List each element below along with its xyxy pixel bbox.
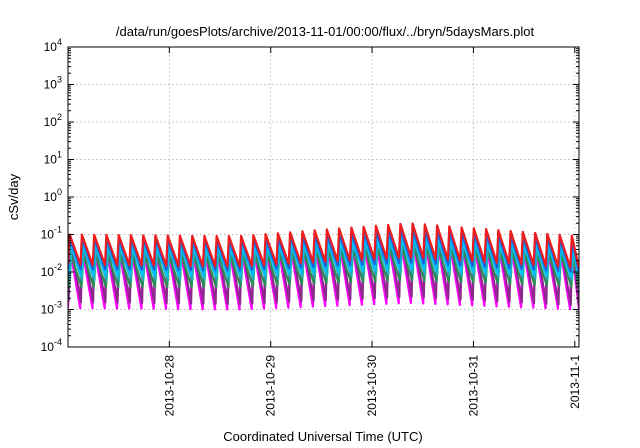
series-line (68, 228, 579, 273)
chart-title: /data/run/goesPlots/archive/2013-11-01/0… (116, 24, 535, 39)
y-tick-label: 100 (44, 187, 62, 204)
y-tick-label: 10-4 (41, 337, 62, 354)
x-tick-label: 2013-10-30 (365, 355, 379, 417)
y-tick-label: 102 (44, 112, 62, 129)
x-tick-label: 2013-10-28 (162, 355, 176, 417)
series-line (68, 244, 579, 288)
x-tick-label: 2013-11-1 (568, 355, 582, 409)
y-tick-label: 10-1 (41, 225, 62, 242)
x-axis-label: Coordinated Universal Time (UTC) (223, 429, 422, 444)
series-line (68, 239, 579, 282)
series-line (68, 222, 579, 269)
y-tick-label: 103 (44, 75, 62, 92)
y-tick-label: 104 (44, 37, 62, 54)
y-tick-label: 10-3 (41, 300, 62, 317)
x-axis-ticks: 2013-10-28 2013-10-29 2013-10-30 2013-10-31… (162, 47, 582, 417)
x-tick-label: 2013-10-31 (466, 355, 480, 417)
y-tick-label: 101 (44, 150, 62, 167)
y-axis-label: cSv/day (6, 173, 21, 220)
x-tick-label: 2013-10-29 (264, 355, 278, 417)
series-line (68, 230, 579, 306)
series-lines (68, 222, 579, 311)
y-axis-ticks: 10-4 10-3 10-2 10-1 100 101 102 103 104 (41, 37, 579, 354)
y-tick-label: 10-2 (41, 262, 62, 279)
series-line (68, 235, 579, 279)
series-line (68, 235, 579, 311)
